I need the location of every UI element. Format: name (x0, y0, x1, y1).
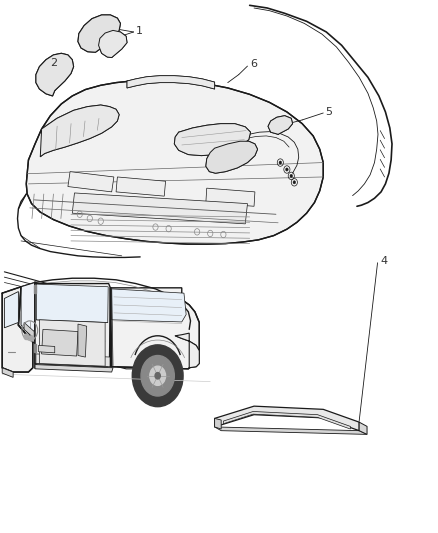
Circle shape (24, 334, 28, 340)
Text: 6: 6 (251, 60, 258, 69)
Circle shape (155, 373, 160, 379)
Bar (34, 285, 36, 293)
Polygon shape (36, 53, 74, 96)
Polygon shape (215, 406, 359, 431)
Circle shape (141, 356, 174, 396)
Polygon shape (223, 411, 350, 429)
Polygon shape (359, 422, 367, 434)
Polygon shape (24, 322, 34, 338)
Polygon shape (215, 418, 221, 429)
Polygon shape (112, 289, 186, 322)
Circle shape (29, 336, 34, 341)
Polygon shape (206, 188, 255, 206)
Polygon shape (68, 172, 114, 192)
Polygon shape (42, 329, 78, 356)
Polygon shape (36, 284, 108, 322)
Polygon shape (4, 292, 18, 328)
Polygon shape (78, 15, 120, 52)
Polygon shape (2, 287, 33, 372)
Polygon shape (39, 320, 105, 366)
Polygon shape (40, 105, 119, 157)
Polygon shape (36, 354, 112, 367)
Circle shape (290, 174, 293, 177)
Text: 4: 4 (380, 256, 387, 266)
Polygon shape (35, 284, 110, 367)
Polygon shape (116, 177, 166, 196)
Polygon shape (215, 427, 367, 434)
Circle shape (150, 366, 166, 385)
Circle shape (293, 181, 296, 184)
Polygon shape (175, 333, 199, 368)
Polygon shape (72, 193, 247, 224)
Polygon shape (21, 282, 35, 341)
Polygon shape (35, 365, 113, 372)
Polygon shape (206, 141, 258, 173)
Text: 1: 1 (136, 26, 143, 36)
Polygon shape (127, 76, 215, 89)
Text: 2: 2 (50, 58, 57, 68)
Polygon shape (174, 124, 251, 156)
Polygon shape (78, 324, 87, 357)
Text: 5: 5 (325, 107, 332, 117)
Polygon shape (110, 288, 199, 369)
Polygon shape (268, 116, 293, 134)
Polygon shape (99, 30, 127, 58)
Circle shape (132, 345, 183, 407)
Polygon shape (2, 368, 13, 377)
Polygon shape (26, 80, 323, 244)
Polygon shape (39, 345, 55, 353)
Circle shape (279, 161, 282, 164)
Bar (34, 344, 36, 352)
Circle shape (286, 168, 288, 171)
